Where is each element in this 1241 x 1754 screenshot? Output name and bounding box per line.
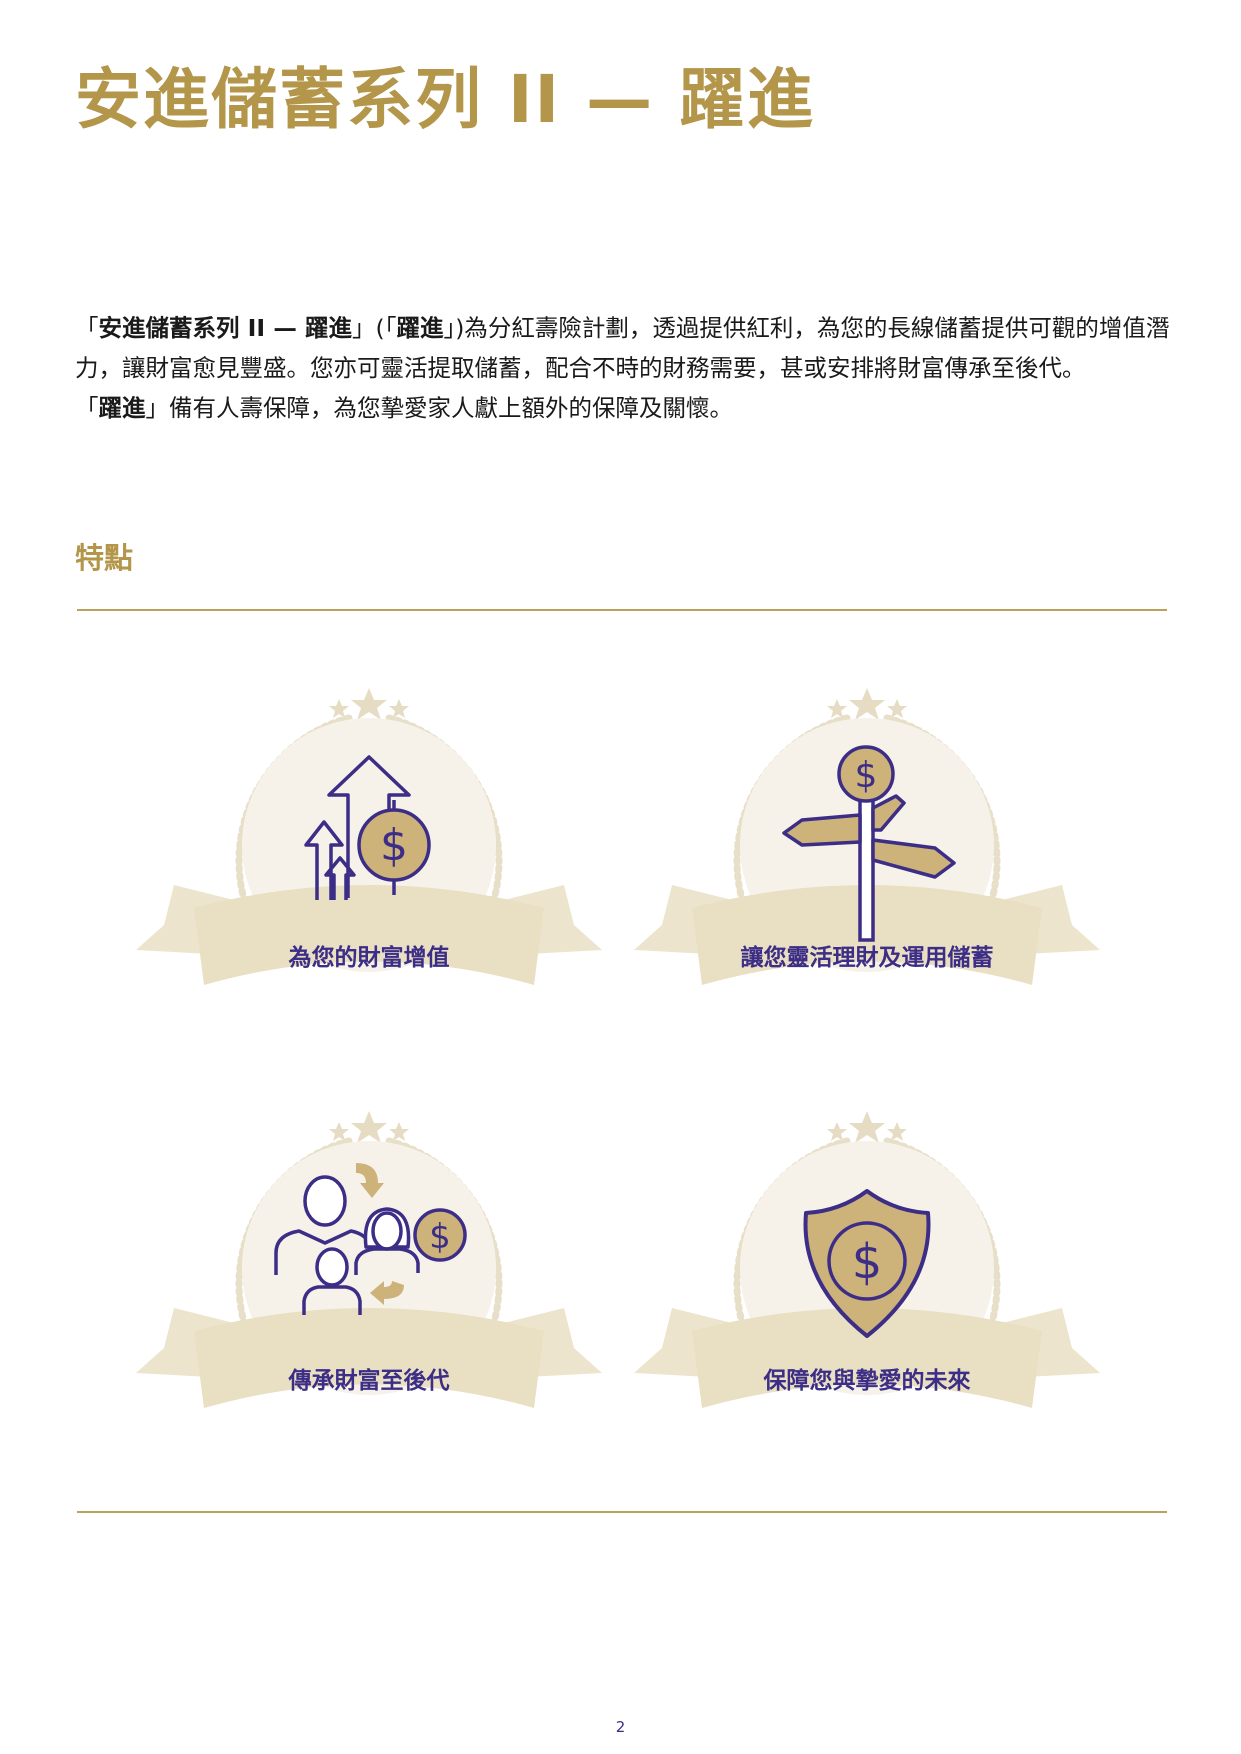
intro-sentence-1: 為分紅壽險計劃，透過提供紅利，為您的長線儲蓄提供可觀的增值潛力，讓財富愈見豐盛。… [75,314,1170,382]
growth-arrows-dollar-icon: $ [304,755,431,900]
family-legacy-dollar-icon: $ [274,1163,467,1315]
svg-text:$: $ [855,755,878,796]
star-decoration-icon [827,1111,907,1143]
section-divider-top [77,609,1167,611]
intro-sentence-2: 備有人壽保障，為您摯愛家人獻上額外的保障及關懷。 [169,394,733,422]
product-short-name: 躍進 [98,394,146,422]
quote-mark: 「 [75,394,99,422]
star-decoration-icon [827,688,907,720]
feature-label: 讓您靈活理財及運用儲蓄 [740,945,994,971]
feature-label: 保障您與摯愛的未來 [763,1368,971,1394]
intro-paragraph: 「安進儲蓄系列 II — 躍進」(「躍進」)為分紅壽險計劃，透過提供紅利，為您的… [75,308,1175,428]
svg-text:$: $ [429,1217,451,1257]
feature-label: 為您的財富增值 [288,945,450,971]
shield-dollar-icon: $ [803,1189,931,1338]
star-decoration-icon [329,688,409,720]
features-heading: 特點 [75,541,134,575]
page-title: 安進儲蓄系列 II — 躍進 [75,61,816,138]
quote-mark: 「 [75,314,99,342]
signpost-dollar-icon: $ [782,745,956,942]
quote-mark: 」 [145,394,170,422]
ribbon-banner [634,1308,1100,1408]
product-name: 安進儲蓄系列 II — 躍進 [98,314,353,342]
page-number: 2 [615,1718,626,1736]
quote-mark: 」(「 [352,314,397,342]
feature-badge-legacy: $ 傳承財富至後代 [134,1103,604,1443]
feature-badge-protection: $ 保障您與摯愛的未來 [632,1103,1102,1443]
product-short-name: 躍進 [396,314,444,342]
svg-text:$: $ [852,1234,883,1290]
ribbon-banner [136,885,602,985]
section-divider-bottom [77,1511,1167,1513]
feature-badge-flexible-finance: $ 讓您靈活理財及運用儲蓄 [632,680,1102,1020]
feature-badge-wealth-growth: $ 為您的財富增值 [134,680,604,1020]
star-decoration-icon [329,1111,409,1143]
quote-mark: 」) [443,314,465,342]
ribbon-banner [136,1308,602,1408]
feature-label: 傳承財富至後代 [288,1368,450,1394]
svg-text:$: $ [380,820,408,871]
